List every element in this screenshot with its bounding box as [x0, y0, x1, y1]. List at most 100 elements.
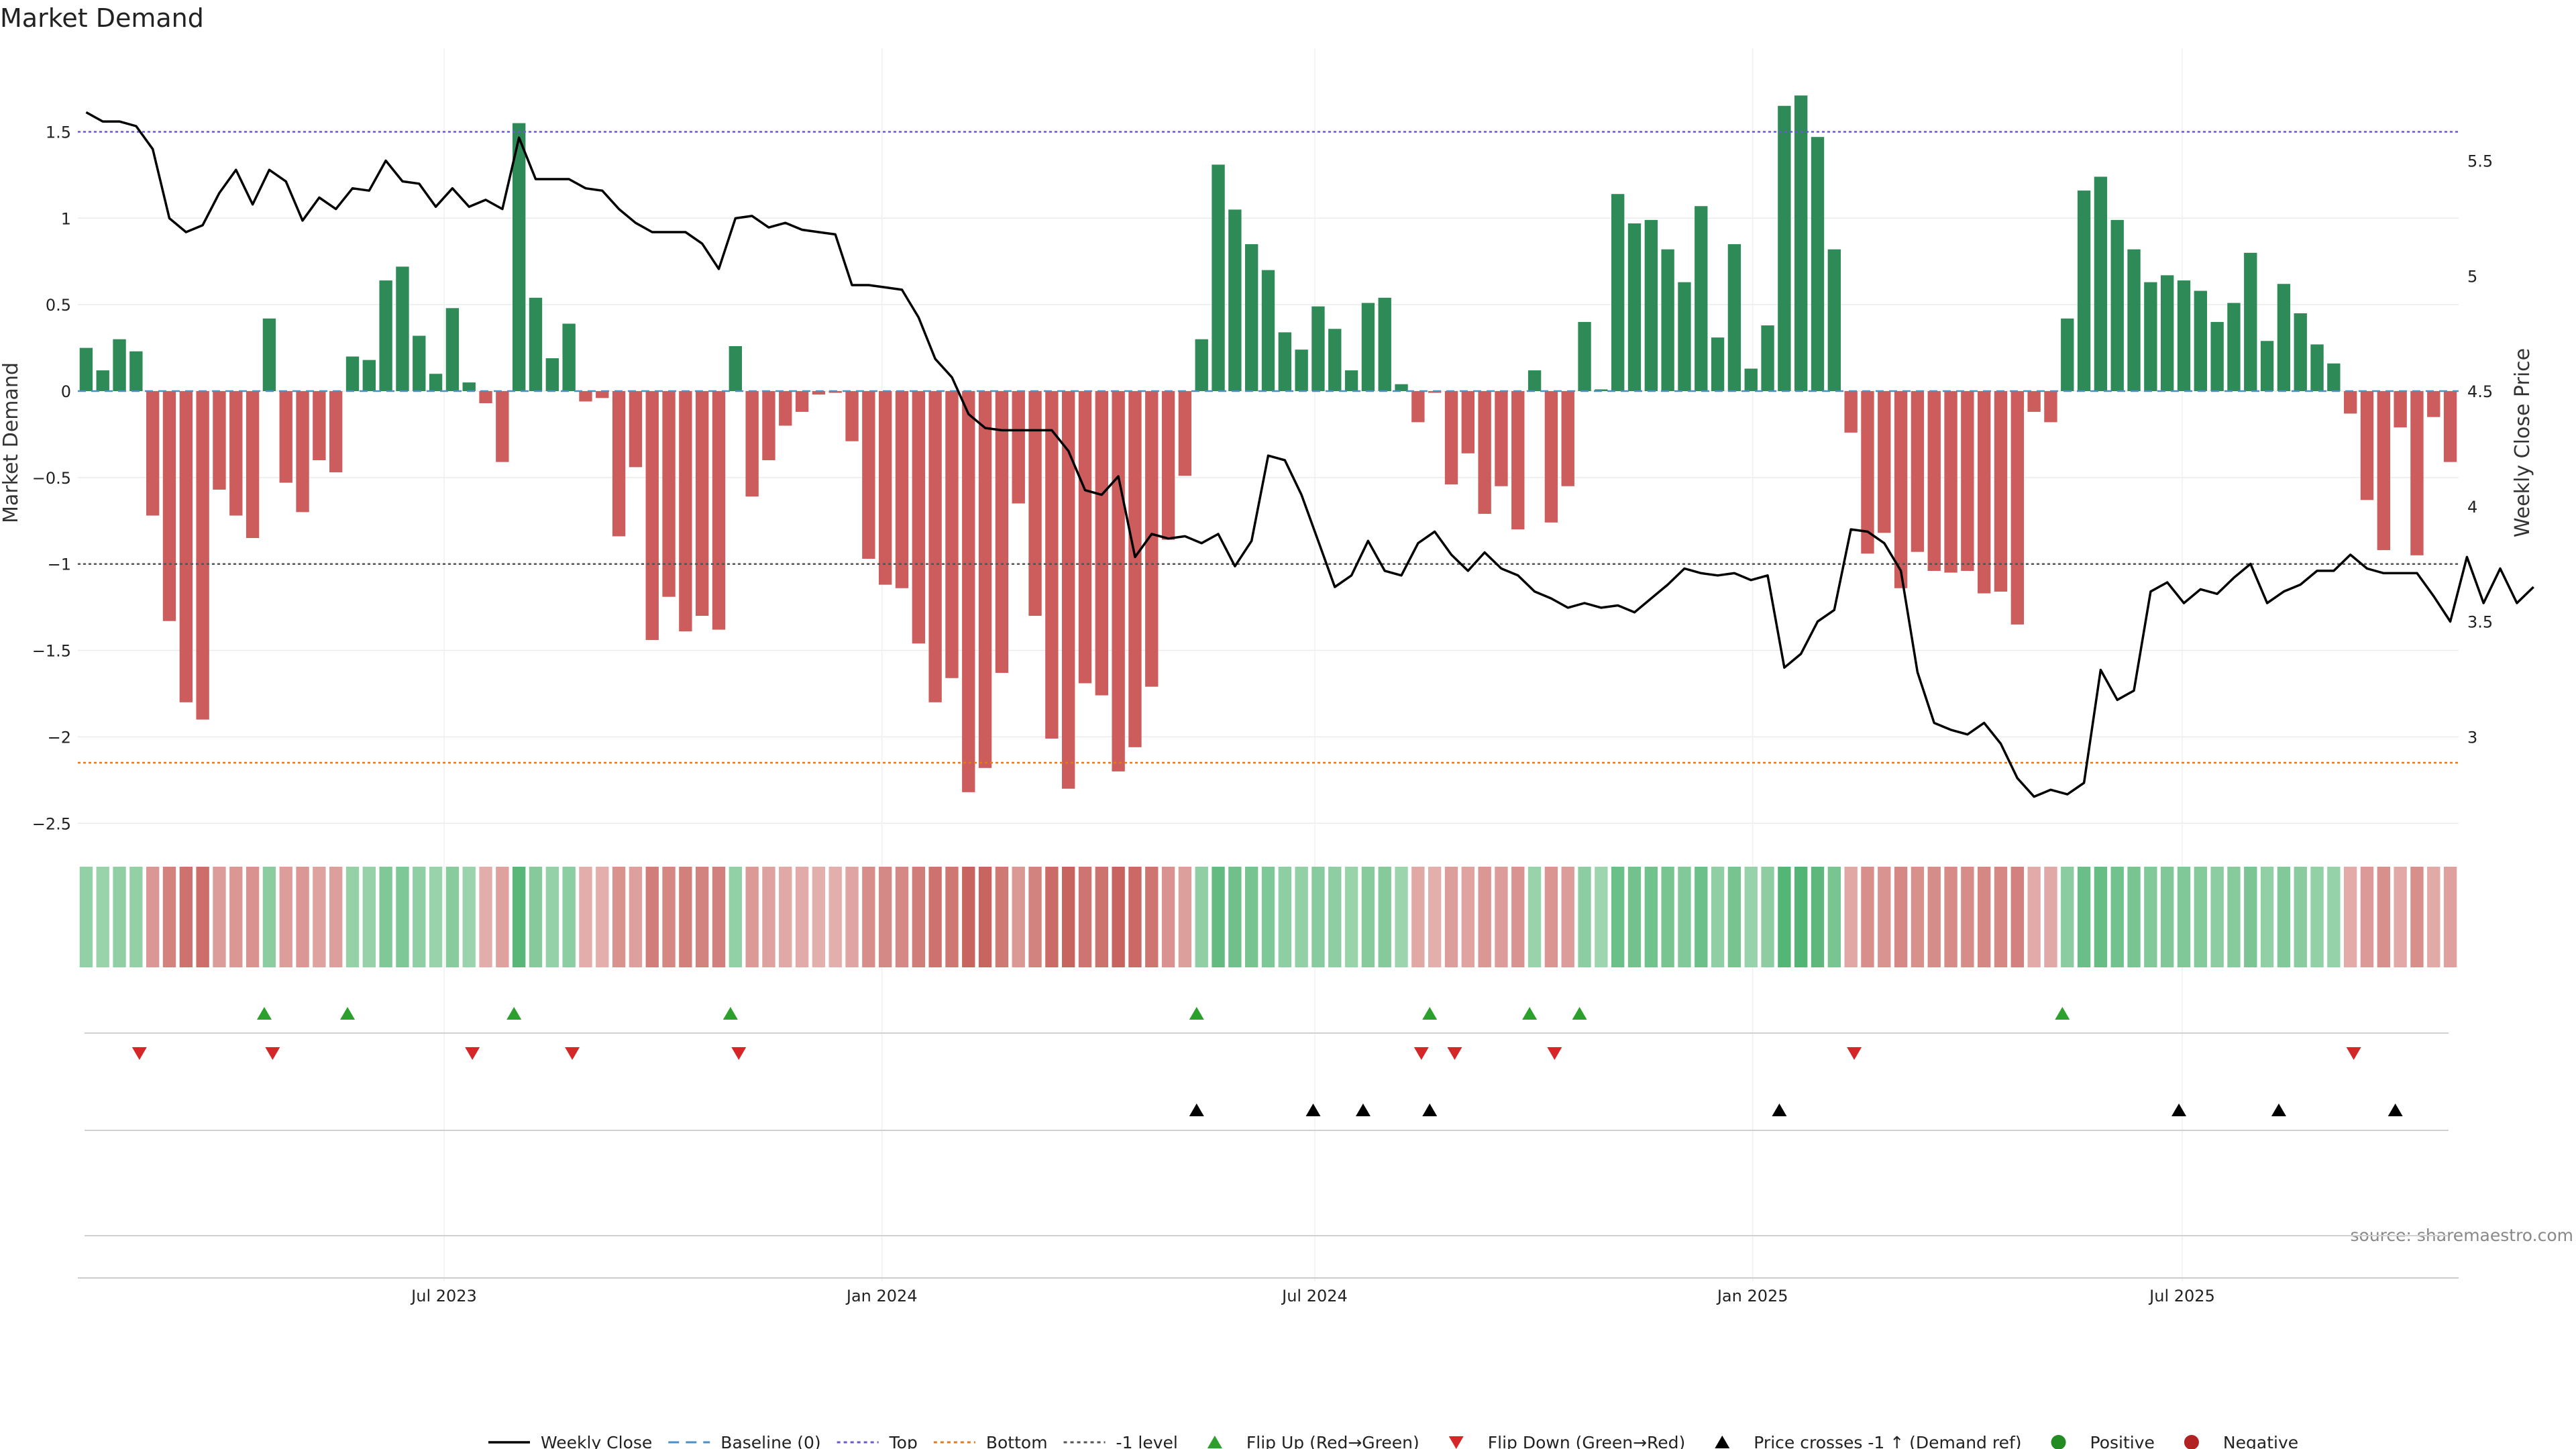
heat-cell [396, 867, 409, 967]
heat-cell [1511, 867, 1525, 967]
heat-cell [162, 867, 176, 967]
heat-cell [1128, 867, 1142, 967]
y2-tick-label: 5 [2467, 267, 2477, 286]
demand-bar [1994, 391, 2008, 592]
heat-cell [1627, 867, 1642, 967]
demand-bar [2394, 391, 2407, 428]
heat-cell [2410, 867, 2424, 967]
heat-cell [2210, 867, 2224, 967]
demand-bar [1078, 391, 1092, 684]
heat-cell [1178, 867, 1192, 967]
demand-bar [262, 318, 276, 391]
demand-bar [1028, 391, 1042, 616]
heat-cell [1961, 867, 1974, 967]
legend-swatch-circle [2051, 1435, 2066, 1449]
price-cross-marker [1422, 1104, 1438, 1116]
flip-down-marker [1847, 1047, 1862, 1060]
heat-cell [1311, 867, 1325, 967]
heat-cell [1811, 867, 1825, 967]
demand-bar [978, 391, 992, 768]
demand-bar [2244, 252, 2257, 391]
demand-bar [1145, 391, 1159, 687]
demand-bar [2194, 290, 2207, 391]
heat-cell [1095, 867, 1108, 967]
heat-cell [2294, 867, 2307, 967]
y-tick-label: −2 [48, 728, 71, 747]
demand-bar [1894, 391, 1908, 588]
heat-cell [2327, 867, 2341, 967]
heat-cell [1112, 867, 1125, 967]
flip-up-marker [1572, 1007, 1587, 1020]
flip-up-marker [722, 1007, 738, 1020]
demand-bar [1461, 391, 1474, 453]
demand-bar [379, 280, 392, 391]
demand-bar [496, 391, 509, 462]
heat-strip [79, 867, 2457, 967]
demand-bar [845, 391, 859, 441]
demand-bar [1428, 391, 1442, 393]
heat-cell [1894, 867, 1908, 967]
heat-cell [1644, 867, 1658, 967]
demand-bar [2027, 391, 2041, 412]
demand-bar [762, 391, 775, 461]
demand-bar [1978, 391, 1991, 594]
price-cross-marker [2171, 1104, 2187, 1116]
demand-bar [1678, 282, 1691, 391]
heat-cell [1861, 867, 1874, 967]
demand-bar [2327, 363, 2341, 391]
heat-cell [2360, 867, 2374, 967]
heat-cell [2177, 867, 2191, 967]
heat-cell [2110, 867, 2124, 967]
demand-bar [2227, 303, 2241, 391]
demand-bar [696, 391, 709, 616]
heat-cell [2227, 867, 2241, 967]
demand-bar [662, 391, 676, 597]
flip-down-marker [565, 1047, 580, 1060]
flip-down-marker [731, 1047, 747, 1060]
flip-up-marker [506, 1007, 522, 1020]
heat-cell [2010, 867, 2024, 967]
heat-cell [1978, 867, 1991, 967]
demand-bar [1861, 391, 1874, 554]
heat-cell [1661, 867, 1674, 967]
legend-item: Flip Down (Green→Red) [1448, 1433, 1685, 1449]
legend-swatch-triangle-down [1448, 1436, 1464, 1449]
heat-cell [629, 867, 643, 967]
demand-bar [1794, 95, 1808, 391]
demand-bar [96, 370, 109, 391]
heat-cell [2077, 867, 2091, 967]
demand-bar [1744, 368, 1758, 391]
price-cross-marker [2387, 1104, 2403, 1116]
demand-bar [1112, 391, 1125, 771]
heat-cell [1261, 867, 1275, 967]
demand-bar [779, 391, 792, 426]
demand-bar [2294, 313, 2307, 391]
y-tick-label: −2.5 [32, 814, 71, 833]
legend-item: Top [837, 1433, 918, 1449]
heat-cell [2127, 867, 2141, 967]
demand-bar [596, 391, 609, 398]
demand-bar [1927, 391, 1941, 572]
heat-cell [1045, 867, 1059, 967]
heat-cell [2027, 867, 2041, 967]
legend-swatch-triangle-up [1207, 1436, 1222, 1448]
heat-cell [1295, 867, 1308, 967]
demand-bar [995, 391, 1009, 674]
heat-cell [1911, 867, 1925, 967]
heat-cell [1344, 867, 1358, 967]
heat-cell [1278, 867, 1291, 967]
demand-bar [2410, 391, 2424, 555]
demand-bar [1511, 391, 1525, 530]
demand-bar [2177, 280, 2191, 391]
demand-bar [2061, 318, 2074, 391]
heat-cell [1844, 867, 1858, 967]
heat-cell [2377, 867, 2390, 967]
demand-bar [1245, 244, 1258, 391]
heat-cell [562, 867, 576, 967]
heat-cell [1028, 867, 1042, 967]
demand-bar [562, 323, 576, 391]
heat-cell [79, 867, 93, 967]
heat-cell [1245, 867, 1258, 967]
legend-swatch-circle [2184, 1435, 2199, 1449]
